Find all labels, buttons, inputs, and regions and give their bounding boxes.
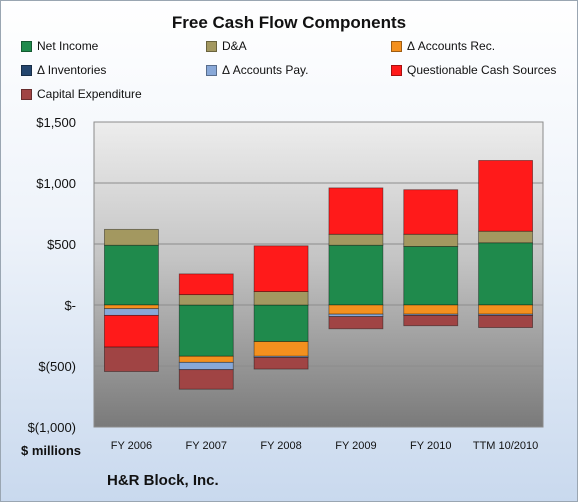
- bar-segment-accounts-pay-fy-2006: [104, 308, 159, 316]
- y-tick-label: $(1,000): [28, 420, 76, 435]
- y-tick-label: $500: [47, 237, 76, 252]
- y-tick-label: $1,500: [36, 115, 76, 130]
- bar-segment-accounts-rec-fy-2007: [178, 355, 234, 363]
- bar-segment-accounts-pay-fy-2007: [178, 361, 234, 371]
- legend-swatch: [21, 64, 32, 76]
- bar-segment-net-income-fy-2006: [104, 244, 159, 306]
- legend-swatch: [21, 88, 32, 100]
- bar-segment-questionable-cash-sources-ttm-10-2010: [478, 160, 533, 232]
- bar-segment-d-a-fy-2009: [328, 233, 384, 246]
- bar-segment-d-a-fy-2006: [104, 228, 159, 246]
- bar-segment-questionable-cash-sources-fy-2007: [178, 273, 234, 296]
- legend-swatch: [206, 40, 217, 52]
- company-name: H&R Block, Inc.: [107, 472, 219, 489]
- x-tick-label: FY 2009: [335, 440, 376, 452]
- legend-item-net-income: Net Income: [21, 39, 98, 53]
- legend-item-accounts-rec: Δ Accounts Rec.: [391, 39, 495, 53]
- bar-segment-questionable-cash-sources-fy-2008: [253, 245, 309, 292]
- legend-label: Δ Accounts Pay.: [222, 63, 309, 77]
- legend-item-questionable-cash-sources: Questionable Cash Sources: [391, 63, 556, 77]
- bar-segment-questionable-cash-sources-fy-2010: [403, 189, 459, 235]
- legend-label: Δ Accounts Rec.: [407, 39, 496, 53]
- y-tick-label: $1,000: [36, 176, 76, 191]
- x-tick-label: FY 2007: [186, 440, 227, 452]
- bar-segment-accounts-rec-fy-2009: [328, 304, 384, 315]
- bar-segment-d-a-ttm-10-2010: [478, 230, 533, 244]
- plot-area: [93, 121, 544, 428]
- legend-item-capital-expenditure: Capital Expenditure: [21, 87, 142, 101]
- x-tick-label: FY 2008: [260, 440, 301, 452]
- y-unit-label: $ millions: [21, 443, 81, 458]
- legend-swatch: [391, 64, 402, 76]
- legend-swatch: [21, 40, 32, 52]
- bar-segment-capital-expenditure-fy-2008: [253, 357, 309, 370]
- bar-segment-capital-expenditure-fy-2006: [104, 346, 159, 372]
- bar-segment-capital-expenditure-ttm-10-2010: [478, 314, 533, 328]
- bar-segment-net-income-fy-2008: [253, 304, 309, 342]
- legend-label: D&A: [222, 39, 247, 53]
- bar-segment-capital-expenditure-fy-2010: [403, 314, 459, 327]
- bar-segment-net-income-fy-2010: [403, 246, 459, 306]
- bar-segment-accounts-rec-fy-2008: [253, 341, 309, 357]
- bar-segment-accounts-rec-fy-2010: [403, 304, 459, 315]
- bar-segment-questionable-cash-sources-fy-2006: [104, 314, 159, 348]
- legend-label: Δ Inventories: [37, 63, 107, 77]
- bar-segment-accounts-rec-fy-2006: [104, 304, 159, 310]
- bar-segment-net-income-fy-2007: [178, 304, 234, 357]
- bar-segment-d-a-fy-2007: [178, 294, 234, 306]
- x-tick-label: FY 2006: [111, 440, 152, 452]
- legend-label: Questionable Cash Sources: [407, 63, 557, 77]
- legend-item-inventories: Δ Inventories: [21, 63, 106, 77]
- bar-segment-questionable-cash-sources-fy-2009: [328, 187, 384, 235]
- bar-segment-net-income-fy-2009: [328, 244, 384, 306]
- legend-swatch: [391, 40, 402, 52]
- bar-segment-capital-expenditure-fy-2007: [178, 369, 234, 390]
- bar-segment-capital-expenditure-fy-2009: [328, 316, 384, 330]
- legend-item-accounts-pay: Δ Accounts Pay.: [206, 63, 309, 77]
- bar-segment-d-a-fy-2008: [253, 291, 309, 306]
- chart-title: Free Cash Flow Components: [171, 13, 407, 32]
- y-tick-label: $(500): [38, 359, 76, 374]
- bar-segment-d-a-fy-2010: [403, 233, 459, 247]
- x-tick-label: TTM 10/2010: [473, 440, 538, 452]
- x-tick-label: FY 2010: [410, 440, 451, 452]
- legend-item-d-a: D&A: [206, 39, 247, 53]
- legend-label: Capital Expenditure: [37, 87, 142, 101]
- y-tick-label: $-: [64, 298, 76, 313]
- legend-swatch: [206, 64, 217, 76]
- bar-segment-accounts-rec-ttm-10-2010: [478, 304, 533, 315]
- legend-label: Net Income: [37, 39, 99, 53]
- bar-segment-net-income-ttm-10-2010: [478, 242, 533, 306]
